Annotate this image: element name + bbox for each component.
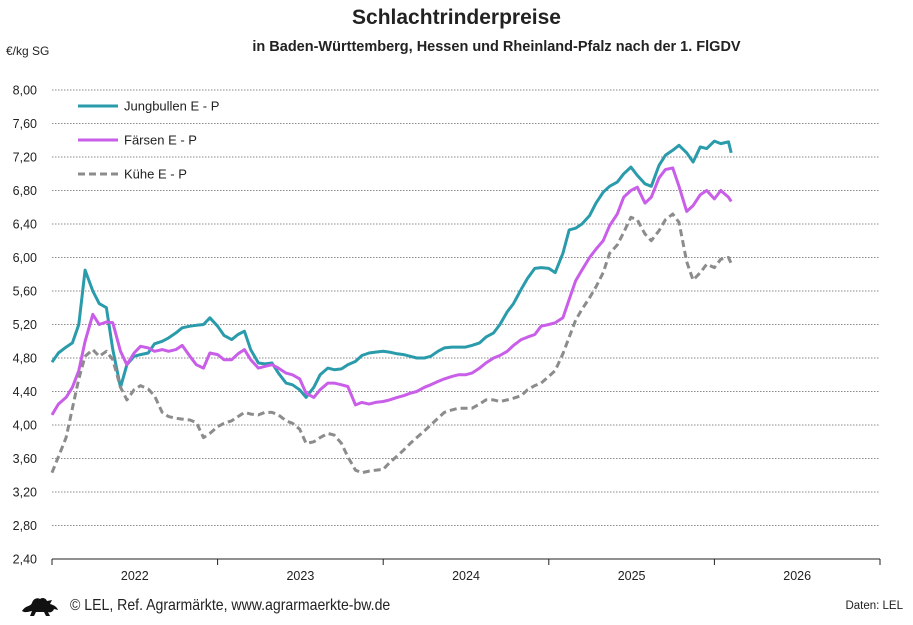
data-source: Daten: LEL <box>845 600 903 612</box>
y-tick-label: 6,40 <box>13 218 37 232</box>
series-lines <box>50 139 733 475</box>
y-tick-label: 4,40 <box>13 385 37 399</box>
y-tick-label: 6,80 <box>13 184 37 198</box>
credit-text: © LEL, Ref. Agrarmärkte, www.agrarmaerkt… <box>70 597 391 614</box>
x-tick-label: 2026 <box>783 569 811 583</box>
series-line-1 <box>50 139 733 399</box>
y-tick-labels: 2,40 2,80 3,20 3,60 4,00 4,40 4,80 5,20 5,60 6,00… <box>13 84 37 567</box>
footer-credit: © LEL, Ref. Agrarmärkte, www.agrarmaerkt… <box>20 595 434 617</box>
legend-label: Färsen E - P <box>124 133 197 148</box>
lion-coat-of-arms-icon <box>22 597 58 616</box>
chart-title: Schlachtrinderpreise <box>352 6 561 29</box>
legend: Jungbullen E - P Färsen E - P Kühe E - P <box>78 99 219 182</box>
series-line-2 <box>50 166 733 416</box>
y-tick-label: 3,60 <box>13 452 37 466</box>
y-tick-label: 4,80 <box>13 352 37 366</box>
y-tick-label: 8,00 <box>13 84 37 98</box>
y-tick-label: 6,00 <box>13 251 37 265</box>
x-tick-label: 2024 <box>452 569 480 583</box>
x-tick-label: 2025 <box>618 569 646 583</box>
y-tick-label: 5,20 <box>13 318 37 332</box>
x-tick-label: 2023 <box>286 569 314 583</box>
y-tick-label: 7,20 <box>13 151 37 165</box>
y-tick-label: 4,00 <box>13 419 37 433</box>
y-tick-label: 5,60 <box>13 285 37 299</box>
x-tick-label: 2022 <box>121 569 149 583</box>
gridlines <box>52 89 880 526</box>
series-line-3 <box>50 212 733 475</box>
y-tick-label: 2,80 <box>13 519 37 533</box>
y-tick-label: 7,60 <box>13 117 37 131</box>
y-tick-label: 2,40 <box>13 553 37 567</box>
y-axis-label: €/kg SG <box>6 44 50 58</box>
x-axis: 2022 2023 2024 2025 2026 <box>51 558 881 583</box>
y-tick-label: 3,20 <box>13 486 37 500</box>
chart-subtitle: in Baden-Württemberg, Hessen und Rheinla… <box>252 39 741 55</box>
legend-label: Jungbullen E - P <box>124 99 219 114</box>
legend-label: Kühe E - P <box>124 167 187 182</box>
